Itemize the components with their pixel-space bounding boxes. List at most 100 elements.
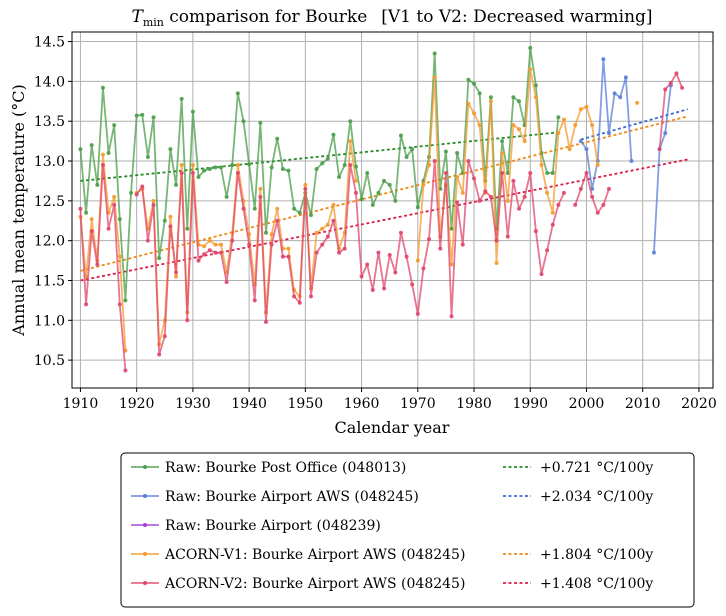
trend-line-3 [80,158,688,282]
data-point [190,163,195,168]
legend-entry-trend-3: +1.408 °C/100y [540,576,653,592]
data-point [528,67,533,72]
data-point [331,218,336,223]
data-point [601,202,606,207]
data-point [522,139,527,144]
data-point [674,71,679,76]
data-point [488,95,493,100]
data-point [174,274,179,279]
series-line [653,85,672,253]
series-0 [78,45,561,303]
data-point [263,319,268,324]
x-tick-label: 1960 [344,396,380,412]
data-point [303,182,308,187]
data-point [421,266,426,271]
data-point [190,109,195,114]
data-point [320,226,325,231]
data-point [500,151,505,156]
data-point [500,139,505,144]
data-point [179,96,184,101]
legend-marker [143,552,147,556]
legend-entry-series-4: ACORN-V2: Bourke Airport AWS (048245) [164,576,465,592]
data-point [398,133,403,138]
data-point [235,170,240,175]
data-point [528,170,533,175]
x-tick-label: 2000 [569,396,605,412]
data-point [297,210,302,215]
data-point [382,286,387,291]
data-point [494,238,499,243]
data-point [292,206,297,211]
series-line [580,58,633,190]
data-point [286,168,291,173]
data-point [393,270,398,275]
data-point [601,57,606,62]
chart-title-rest: comparison for Bourke [164,7,367,27]
data-point [219,250,224,255]
data-point [241,206,246,211]
data-point [292,294,297,299]
legend-marker [143,465,147,469]
grid [72,32,713,388]
trend-lines [80,108,688,282]
data-point [325,222,330,227]
data-point [550,170,555,175]
data-point [213,250,218,255]
x-tick-label: 1910 [63,396,99,412]
data-point [157,256,162,261]
data-point [353,178,358,183]
data-point [162,218,167,223]
data-point [342,246,347,251]
data-point [365,262,370,267]
y-tick-label: 11.0 [34,313,65,329]
data-point [382,178,387,183]
series-line [79,153,127,351]
chart-title-subscript: min [143,16,164,29]
data-point [494,260,499,265]
data-point [578,186,583,191]
data-point [561,117,566,122]
data-point [415,311,420,316]
data-point [314,166,319,171]
data-point [365,170,370,175]
data-point [556,202,561,207]
data-point [269,242,274,247]
data-point [578,139,583,144]
data-point [466,101,471,106]
data-point [415,258,420,263]
data-point [331,132,336,137]
data-point [106,226,111,231]
data-point [123,298,128,303]
data-point [202,244,207,249]
data-point [595,163,600,168]
data-point [174,270,179,275]
plot-area-frame [71,31,714,389]
series-line [135,160,565,356]
data-point [230,163,235,168]
data-point [505,170,510,175]
data-point [663,131,668,136]
data-point [89,143,94,148]
data-point [376,250,381,255]
x-tick-label: 2010 [625,396,661,412]
legend-entry-series-2: Raw: Bourke Airport (048239) [165,518,381,534]
data-point [207,248,212,253]
x-tick-label: 1950 [288,396,324,412]
data-point [561,190,566,195]
data-point [618,95,623,100]
data-point [370,202,375,207]
y-tick-label: 13.5 [34,114,65,130]
series-3 [78,67,640,353]
data-point [235,163,240,168]
x-tick-label: 1970 [400,396,436,412]
data-point [545,190,550,195]
data-point [505,234,510,239]
data-point [432,75,437,80]
y-axis-label: Annual mean temperature (°C) [9,84,28,336]
series-1 [578,57,673,255]
data-point [578,107,583,112]
data-point [584,147,589,152]
data-point [269,232,274,237]
data-point [308,213,313,218]
data-point [477,198,482,203]
